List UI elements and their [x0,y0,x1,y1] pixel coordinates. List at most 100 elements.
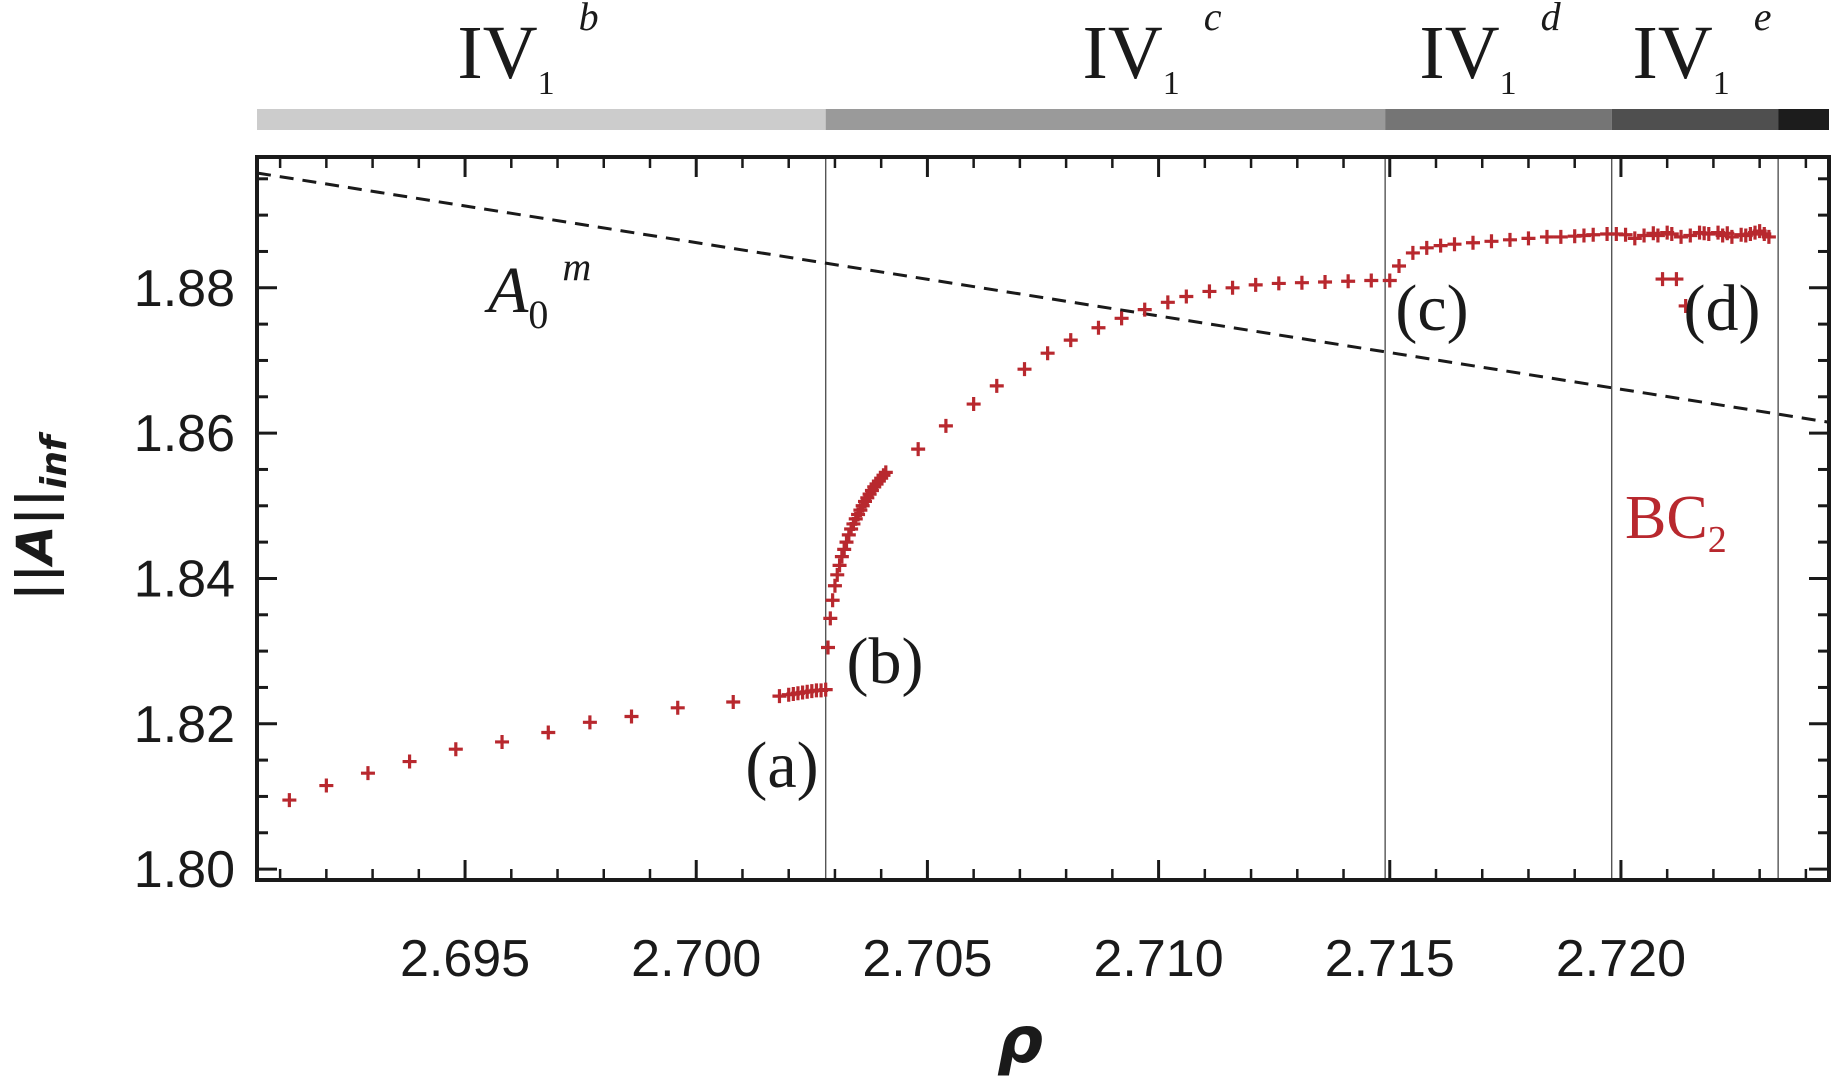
y-tick-label-1: 1.82 [134,696,235,754]
data-point [825,593,840,608]
data-point [1502,232,1517,247]
data-point [1017,362,1032,377]
x-tick-label-5: 2.720 [1556,930,1686,988]
data-point [1114,311,1129,326]
data-point [319,778,334,793]
x-tick-labels: 2.695 2.700 2.705 2.710 2.715 2.720 [400,930,1686,988]
data-point [1683,228,1698,243]
data-point [830,567,845,582]
reference-line-a0m [256,171,1830,424]
data-point [827,578,842,593]
annotation-2: (c) [1395,272,1468,345]
x-tick-label-4: 2.715 [1325,930,1455,988]
regime-label-e: IV1e [1633,0,1772,102]
regime-label-b: IV1b [457,0,598,102]
y-tick-labels: 1.80 1.82 1.84 1.86 1.88 [134,260,235,899]
data-point [834,549,849,564]
data-point [1364,273,1379,288]
plot-frame [255,155,1831,882]
data-point [448,742,463,757]
regime-label-sup: c [1204,0,1222,39]
data-point [1202,284,1217,299]
data-point [670,700,685,715]
data-point [823,611,838,626]
x-tick-label-1: 2.700 [631,930,761,988]
regime-bar [257,109,1829,130]
x-tick-label-0: 2.695 [400,930,530,988]
data-point [1063,333,1078,348]
data-point [1382,273,1397,288]
annotation-1: (b) [847,625,924,698]
data-point [1433,238,1448,253]
data-point [818,682,833,697]
data-point [1419,240,1434,255]
regime-label-d: IV1d [1419,0,1561,102]
regime-label-sub: 1 [1713,65,1730,102]
data-point [1447,237,1462,252]
ref-label-sup: m [562,244,591,289]
regime-label-sub: 1 [538,65,555,102]
data-point [1294,275,1309,290]
regime-segment-1 [825,109,1386,130]
annotation-3: (d) [1684,272,1761,345]
data-point [1618,227,1633,242]
data-point [1484,234,1499,249]
data-point [911,442,926,457]
ref-label-sub: 0 [528,292,548,337]
data-point [1553,229,1568,244]
x-tick-label-3: 2.710 [1094,930,1224,988]
regime-label-sub: 1 [1500,65,1517,102]
data-point [1586,227,1601,242]
regime-label-c: IV1c [1083,0,1222,102]
data-point [837,542,852,557]
data-point [495,734,510,749]
data-point [1664,227,1679,242]
data-point [541,725,556,740]
regime-boundary-lines [824,157,1779,880]
data-point [1637,228,1652,243]
y-axis-title: ||A||inf [6,431,75,601]
data-point [1650,228,1665,243]
regime-label-sup: b [579,0,599,39]
data-point [878,465,893,480]
data-point [402,754,417,769]
data-point [832,558,847,573]
y-tick-label-3: 1.86 [134,405,235,463]
data-point [726,694,741,709]
data-point [624,709,639,724]
data-point [582,715,597,730]
y-axis-title-main: ||A|| [6,489,64,601]
data-point [1465,235,1480,250]
regime-label-main: IV [1419,11,1499,95]
data-point [1724,229,1739,244]
regime-label-sup: e [1754,0,1772,39]
regime-segment-3 [1611,109,1779,130]
regime-label-main: IV [1083,11,1163,95]
series-label-main: BC [1625,484,1708,552]
data-point [1040,346,1055,361]
data-point [360,766,375,781]
x-tick-label-2: 2.705 [862,930,992,988]
data-point [1091,320,1106,335]
annotation-0: (a) [745,729,818,802]
data-point [282,793,297,808]
data-point [1248,277,1263,292]
series-label-sub: 2 [1708,519,1727,561]
y-axis-title-sub: inf [34,431,75,489]
data-point [1627,231,1642,246]
data-point [1521,231,1536,246]
y-tick-label-4: 1.88 [134,260,235,318]
data-point [821,640,836,655]
data-point [938,418,953,433]
regime-segment-2 [1385,109,1612,130]
x-axis-title: ρ [997,1004,1043,1078]
regime-label-sup: d [1541,0,1562,39]
data-point [1655,272,1670,287]
data-point [1405,245,1420,260]
point-annotations: (a) (b) (c) (d) [745,272,1760,802]
regime-label-sub: 1 [1163,65,1180,102]
data-point [989,378,1004,393]
data-point [1225,280,1240,295]
regime-label-main: IV [1633,11,1713,95]
